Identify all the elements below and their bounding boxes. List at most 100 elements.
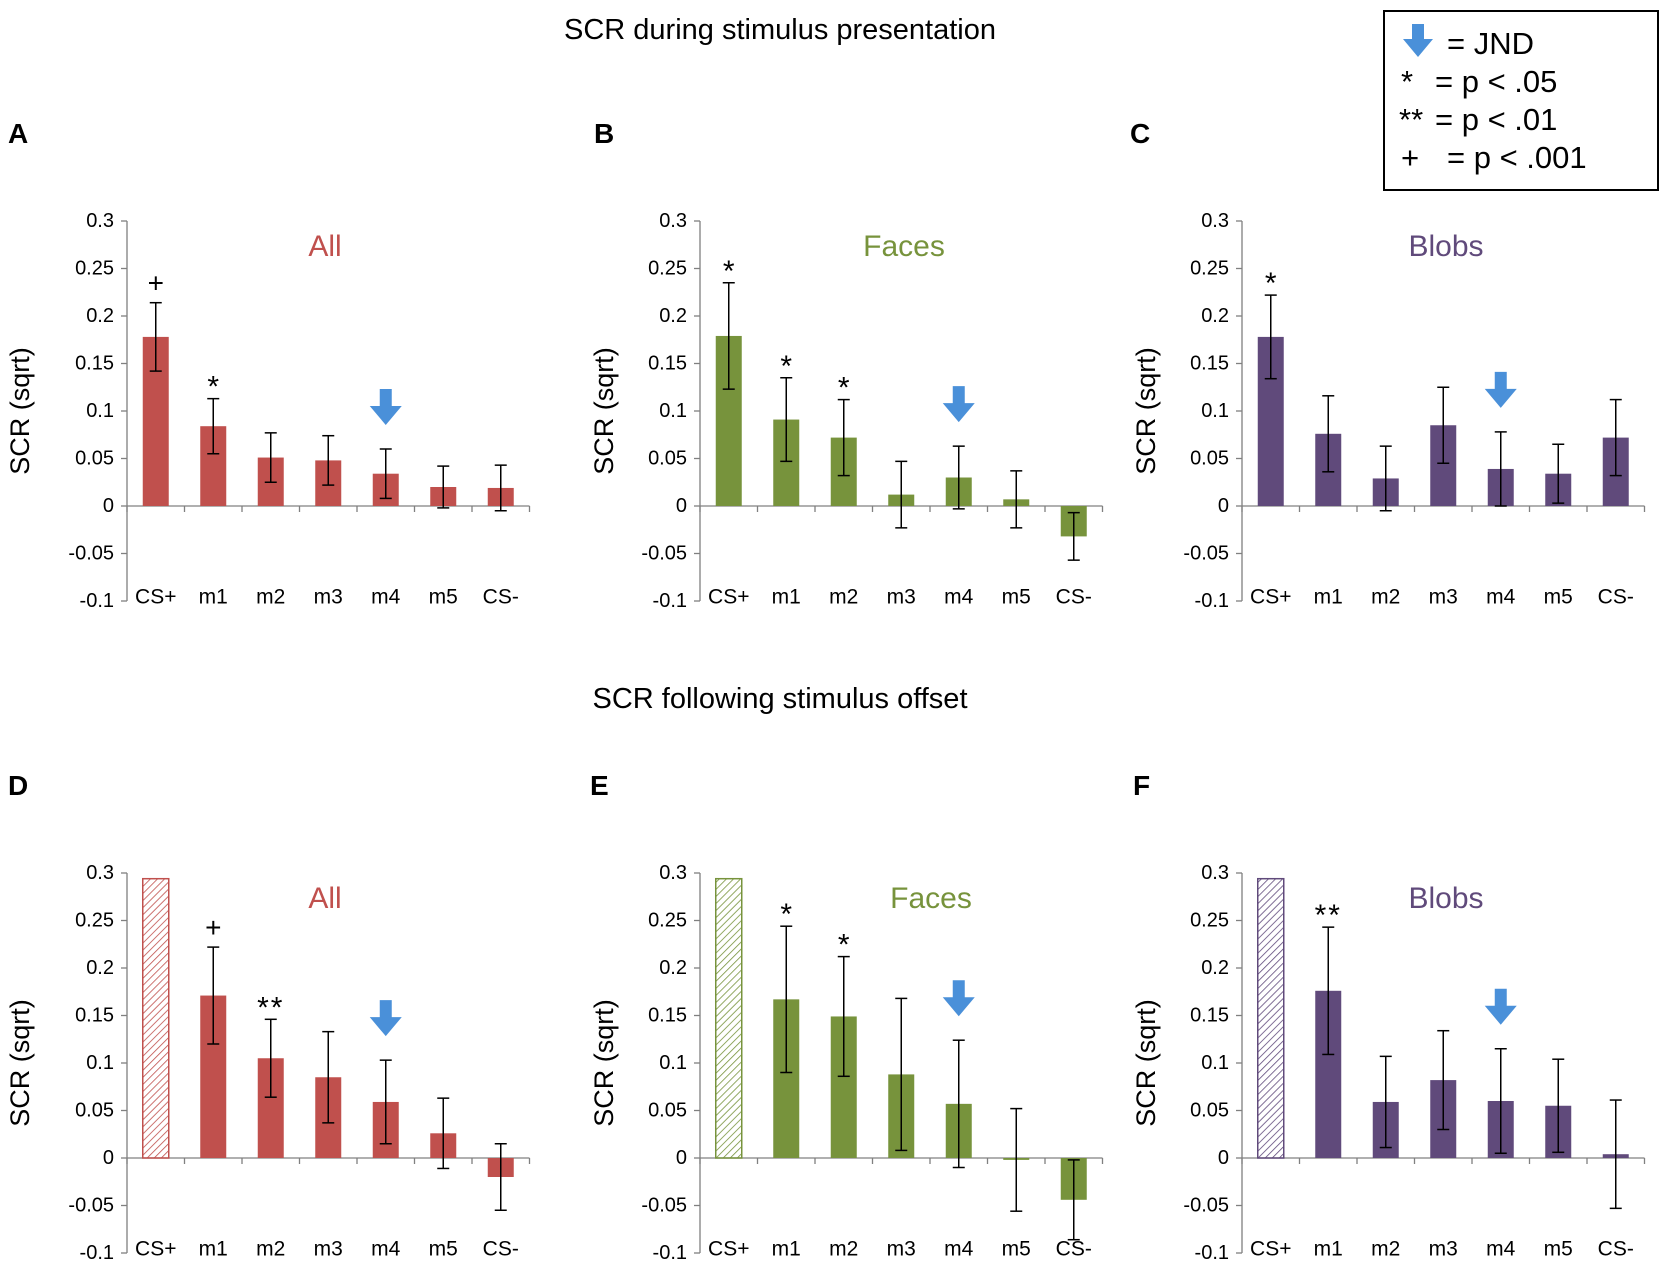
- x-tick-label-m2: m2: [256, 586, 285, 609]
- x-tick-label-CS-: CS-: [1056, 586, 1092, 609]
- x-tick-label-m4: m4: [944, 1238, 973, 1261]
- significance-marker: **: [1315, 899, 1342, 932]
- significance-marker: *: [780, 350, 792, 383]
- y-tick-label: 0.3: [659, 862, 687, 884]
- y-tick-label: 0.1: [1201, 400, 1229, 422]
- x-tick-label-CS+: CS+: [135, 1238, 176, 1261]
- y-tick-label: 0.1: [86, 1052, 114, 1074]
- y-tick-label: 0.2: [1201, 957, 1229, 979]
- section-title-stimulus-offset: SCR following stimulus offset: [592, 683, 968, 715]
- y-tick-label: 0.25: [648, 910, 687, 932]
- y-tick-label: -0.1: [80, 590, 114, 612]
- panel-letter-c: C: [1130, 118, 1151, 149]
- significance-marker: *: [723, 255, 735, 288]
- y-tick-label: 0.3: [86, 210, 114, 232]
- jnd-arrow-icon: [1403, 24, 1433, 57]
- significance-marker: *: [838, 929, 850, 962]
- x-tick-label-m4: m4: [371, 1238, 400, 1261]
- y-tick-label: 0.05: [648, 1100, 687, 1122]
- x-tick-label-CS-: CS-: [483, 1238, 519, 1261]
- x-tick-label-CS+: CS+: [708, 586, 749, 609]
- y-tick-label: -0.05: [1183, 543, 1229, 565]
- x-tick-label-m2: m2: [829, 586, 858, 609]
- x-tick-label-m4: m4: [944, 586, 973, 609]
- y-axis-label: SCR (sqrt): [5, 347, 35, 475]
- y-tick-label: 0.3: [659, 210, 687, 232]
- chart-panel-b: SCR (sqrt) Faces 0.3 0.25 0.2 0.15 0.1 0.05 0 -0.…: [589, 210, 1104, 612]
- significance-marker: *: [207, 371, 219, 404]
- y-tick-label: 0.15: [1190, 1005, 1229, 1027]
- jnd-arrow-icon: [369, 1000, 402, 1037]
- y-tick-label: 0.25: [648, 258, 687, 280]
- jnd-arrow-icon: [942, 980, 975, 1017]
- y-tick-label: -0.1: [1195, 590, 1229, 612]
- y-tick-label: 0.05: [1190, 1100, 1229, 1122]
- y-tick-label: -0.05: [641, 1195, 687, 1217]
- legend-label-p01: = p < .01: [1435, 102, 1558, 137]
- chart-panel-f: SCR (sqrt) Blobs 0.3 0.25 0.2 0.15 0.1 0.05 0 -0.…: [1131, 862, 1646, 1264]
- x-tick-label-m3: m3: [314, 1238, 343, 1261]
- x-tick-label-CS-: CS-: [1598, 1238, 1634, 1261]
- x-tick-label-m3: m3: [887, 1238, 916, 1261]
- x-tick-label-m1: m1: [199, 1238, 228, 1261]
- x-tick-label-m3: m3: [314, 586, 343, 609]
- legend-label-p05: = p < .05: [1435, 64, 1558, 99]
- significance-marker: *: [1265, 267, 1277, 300]
- panel-letter-b: B: [594, 118, 615, 149]
- jnd-arrow-icon: [1484, 988, 1517, 1025]
- y-axis-label: SCR (sqrt): [589, 347, 619, 475]
- y-tick-label: 0: [103, 1147, 114, 1169]
- y-tick-label: 0.25: [1190, 910, 1229, 932]
- y-tick-label: 0.15: [75, 1005, 114, 1027]
- x-tick-label-m2: m2: [1371, 586, 1400, 609]
- y-tick-label: 0.2: [86, 957, 114, 979]
- x-tick-label-m5: m5: [429, 586, 458, 609]
- x-tick-label-CS+: CS+: [135, 586, 176, 609]
- y-tick-label: 0.1: [86, 400, 114, 422]
- y-tick-label: 0.1: [659, 400, 687, 422]
- y-tick-label: 0: [1218, 495, 1229, 517]
- x-tick-label-m1: m1: [772, 1238, 801, 1261]
- x-tick-label-m4: m4: [1486, 1238, 1515, 1261]
- y-tick-label: -0.1: [653, 590, 687, 612]
- y-tick-label: 0.3: [1201, 210, 1229, 232]
- legend-label-p001: = p < .001: [1447, 140, 1587, 175]
- x-tick-label-CS+: CS+: [1250, 1238, 1291, 1261]
- x-tick-label-m2: m2: [256, 1238, 285, 1261]
- x-tick-label-m3: m3: [1429, 1238, 1458, 1261]
- x-tick-label-m3: m3: [887, 586, 916, 609]
- y-tick-label: 0.25: [1190, 258, 1229, 280]
- y-tick-label: -0.1: [80, 1242, 114, 1264]
- y-tick-label: 0.05: [1190, 448, 1229, 470]
- y-tick-label: 0.1: [659, 1052, 687, 1074]
- bar-CS+: [142, 877, 170, 1159]
- y-tick-label: 0.2: [659, 305, 687, 327]
- legend-symbol-p001: +: [1401, 140, 1420, 175]
- y-tick-label: 0: [1218, 1147, 1229, 1169]
- significance-marker: **: [257, 991, 284, 1024]
- y-tick-label: -0.05: [1183, 1195, 1229, 1217]
- y-tick-label: 0.2: [86, 305, 114, 327]
- chart-panel-e: SCR (sqrt) Faces 0.3 0.25 0.2 0.15 0.1 0.05 0 -0.…: [589, 862, 1104, 1264]
- x-tick-label-m4: m4: [371, 586, 400, 609]
- x-tick-label-m2: m2: [1371, 1238, 1400, 1261]
- x-tick-label-m1: m1: [1314, 1238, 1343, 1261]
- chart-title: All: [308, 882, 341, 915]
- y-tick-label: -0.05: [68, 1195, 114, 1217]
- y-tick-label: 0.25: [75, 910, 114, 932]
- x-tick-label-m2: m2: [829, 1238, 858, 1261]
- jnd-arrow-icon: [1484, 371, 1517, 408]
- y-axis-label: SCR (sqrt): [589, 999, 619, 1127]
- x-tick-label-CS-: CS-: [1598, 586, 1634, 609]
- x-tick-label-CS-: CS-: [1056, 1238, 1092, 1261]
- x-tick-label-m1: m1: [1314, 586, 1343, 609]
- y-tick-label: 0.3: [86, 862, 114, 884]
- chart-title: Faces: [863, 230, 945, 263]
- y-tick-label: 0.2: [1201, 305, 1229, 327]
- y-tick-label: 0.15: [75, 353, 114, 375]
- bar-CS+: [715, 877, 743, 1159]
- panel-letter-f: F: [1133, 770, 1151, 801]
- y-tick-label: 0.25: [75, 258, 114, 280]
- y-tick-label: 0.15: [648, 353, 687, 375]
- x-tick-label-m5: m5: [1002, 1238, 1031, 1261]
